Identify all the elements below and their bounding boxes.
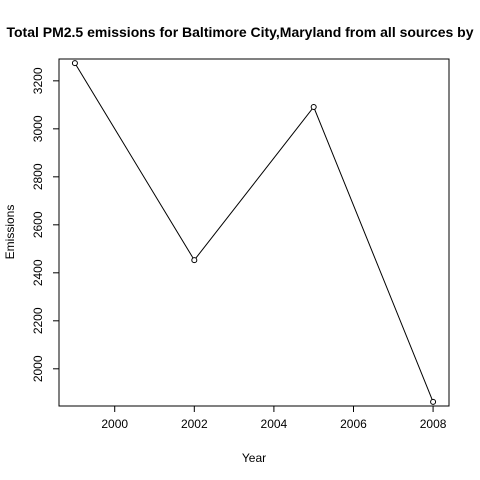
x-axis-label: Year	[242, 451, 266, 465]
x-tick-label: 2006	[340, 417, 367, 431]
y-tick-label: 2200	[31, 307, 45, 334]
x-tick-label: 2004	[261, 417, 288, 431]
data-point	[310, 103, 317, 110]
y-tick-label: 2000	[31, 355, 45, 382]
y-tick-label: 2600	[31, 211, 45, 238]
y-axis-label: Emissions	[3, 205, 17, 260]
y-axis: 2000 2200 2400 2600 2800 3000 3200	[31, 67, 59, 382]
data-point	[71, 60, 78, 67]
data-point	[191, 257, 198, 264]
y-tick-label: 3200	[31, 67, 45, 94]
plot-area-frame	[58, 58, 450, 407]
series-line	[74, 62, 434, 403]
chart-title: Total PM2.5 emissions for Baltimore City…	[6, 24, 473, 40]
y-tick-label: 2400	[31, 259, 45, 286]
x-tick-label: 2000	[101, 417, 128, 431]
y-tick-label: 2800	[31, 163, 45, 190]
y-tick-label: 3000	[31, 115, 45, 142]
x-axis: 2000 2002 2004 2006 2008	[101, 406, 447, 431]
x-tick-label: 2008	[420, 417, 447, 431]
data-point	[430, 398, 437, 405]
x-tick-label: 2002	[181, 417, 208, 431]
data-points	[71, 60, 437, 405]
